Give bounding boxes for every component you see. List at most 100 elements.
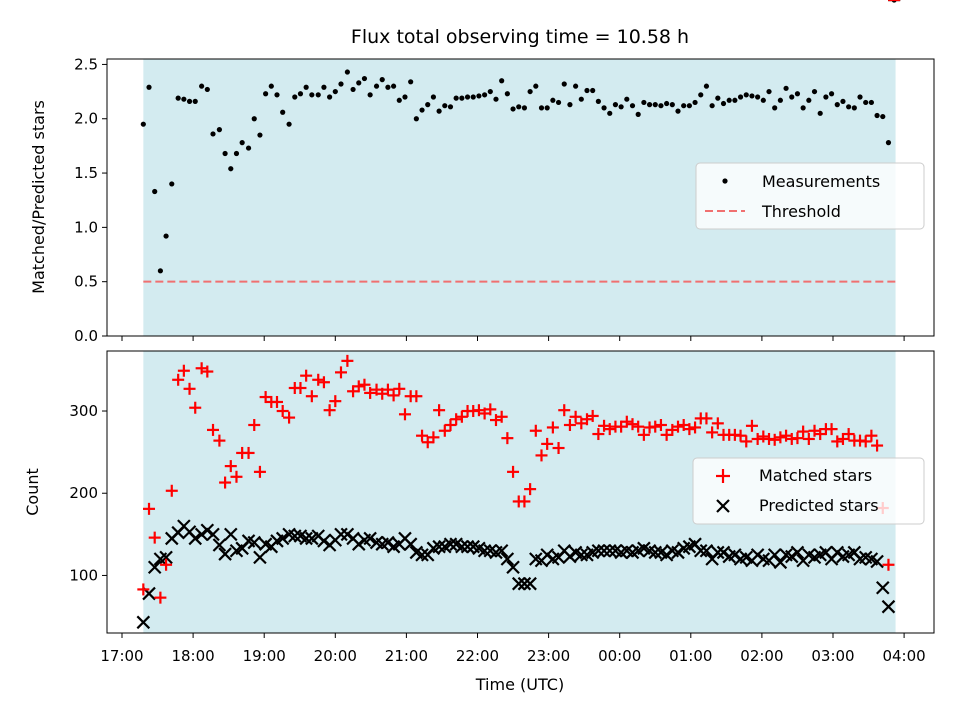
matched-star-point [300, 369, 313, 382]
matched-star-point [312, 373, 325, 386]
bottom-y-tick-label: 100 [69, 566, 98, 584]
measurement-point [163, 233, 169, 239]
measurement-point [425, 102, 431, 108]
predicted-star-point [403, 537, 418, 551]
matched-star-point [757, 430, 770, 443]
predicted-star-point [159, 550, 173, 565]
measurement-point [686, 103, 692, 109]
measurement-point [800, 105, 806, 111]
matched-star-point [649, 420, 662, 433]
legend-label-matched: Matched stars [759, 466, 872, 485]
matched-star-point [393, 382, 406, 395]
predicted-star-point [728, 548, 742, 562]
measurement-point [280, 109, 286, 115]
top-plot-frame [106, 58, 935, 337]
matched-star-point [592, 428, 605, 441]
legend-label-predicted: Predicted stars [759, 496, 879, 515]
measurement-point [760, 97, 766, 103]
measurement-point [601, 105, 607, 111]
matched-star-point [529, 424, 542, 437]
matched-star-point [207, 423, 220, 436]
bottom-x-ticks: 17:00 18:00 19:00 20:00 21:00 22:00 23:00 00:00… [100, 633, 926, 665]
predicted-star-point [597, 544, 611, 558]
matched-star-point [160, 558, 173, 571]
predicted-star-point [511, 576, 526, 591]
matched-star-point [450, 413, 463, 426]
matched-star-point [416, 429, 429, 442]
measurement-point [146, 84, 152, 90]
measurement-point [413, 116, 419, 122]
predicted-star-point [750, 548, 765, 562]
matched-star-point [603, 423, 616, 436]
matched-star-point [871, 439, 884, 452]
predicted-star-point [455, 539, 469, 554]
measurement-point [846, 104, 852, 110]
predicted-star-point [563, 549, 577, 564]
top-legend: Measurements Threshold [695, 162, 925, 230]
measurement-point [436, 108, 442, 114]
measurement-point [510, 106, 516, 112]
x-tick-label: 03:00 [811, 647, 854, 665]
predicted-star-point [212, 538, 227, 552]
matched-star-point [626, 418, 639, 431]
predicted-star-point [460, 539, 475, 554]
matched-star-point [248, 418, 261, 431]
matched-star-point [558, 404, 571, 417]
matched-star-point [654, 418, 667, 431]
measurement-point [157, 268, 163, 274]
measurement-point [361, 75, 368, 82]
measurement-point [192, 98, 198, 104]
matched-star-point [734, 429, 747, 442]
predicted-star-point [659, 548, 674, 562]
x-tick-label: 21:00 [385, 647, 428, 665]
measurement-point [396, 97, 402, 103]
matched-star-point [541, 437, 554, 450]
matched-star-point [270, 395, 283, 408]
predicted-star-point [340, 527, 355, 542]
matched-star-point [672, 420, 685, 433]
measurement-point [169, 181, 175, 187]
predicted-star-point [188, 531, 203, 546]
predicted-star-point [317, 534, 331, 548]
predicted-star-point [351, 537, 366, 551]
top-y-tick-label: 1.0 [74, 218, 98, 236]
matched-star-point [410, 390, 423, 403]
measurement-point [772, 105, 778, 111]
measurement-point [459, 95, 465, 101]
legend-marker-measurements [722, 178, 728, 184]
measurement-point [373, 83, 380, 89]
matched-star-point [398, 408, 411, 421]
measurement-point [245, 145, 252, 151]
matched-star-point [165, 484, 178, 497]
predicted-star-point [415, 548, 429, 562]
measurement-point [419, 107, 425, 113]
measurement-point [338, 81, 344, 87]
predicted-star-point [477, 544, 492, 558]
measurement-point [263, 91, 269, 97]
matched-star-point [224, 460, 237, 473]
matched-star-point [253, 465, 266, 478]
matched-star-point [358, 378, 371, 391]
measurement-point [578, 96, 584, 102]
matched-star-point [341, 354, 354, 367]
measurement-point [140, 121, 146, 127]
matched-star-point [700, 412, 713, 425]
measurement-point [228, 166, 234, 172]
measurement-point [840, 98, 846, 104]
measurement-point [464, 94, 471, 100]
measurement-point [737, 94, 744, 100]
matched-star-point [364, 386, 377, 399]
measurement-point [715, 95, 721, 101]
matched-star-point [518, 495, 531, 508]
measurement-point [573, 83, 579, 89]
top-panel: 0.0 0.5 1.0 1.5 2.0 2.5 Matched/Predicted sta… [29, 0, 935, 345]
matched-star-point [745, 419, 758, 432]
measurement-point [430, 94, 437, 100]
matched-star-point [172, 373, 185, 386]
measurement-point [408, 79, 414, 85]
matched-star-point [842, 428, 855, 441]
measurement-point [216, 127, 223, 133]
matched-star-point [825, 423, 838, 436]
measurement-point [402, 94, 408, 100]
matched-star-point [546, 421, 559, 434]
